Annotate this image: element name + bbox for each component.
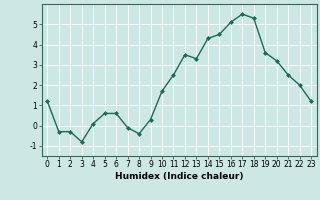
X-axis label: Humidex (Indice chaleur): Humidex (Indice chaleur): [115, 172, 244, 181]
